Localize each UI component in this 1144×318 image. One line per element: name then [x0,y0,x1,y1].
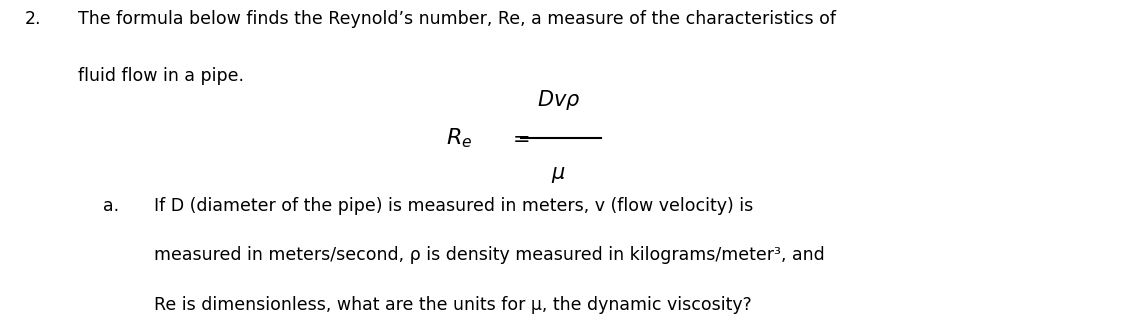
Text: The formula below finds the Reynold’s number, Re, a measure of the characteristi: The formula below finds the Reynold’s nu… [78,10,836,28]
Text: If D (diameter of the pipe) is measured in meters, v (flow velocity) is: If D (diameter of the pipe) is measured … [154,197,754,215]
Text: $Dv\rho$: $Dv\rho$ [537,88,580,112]
Text: measured in meters/second, ρ is density measured in kilograms/meter³, and: measured in meters/second, ρ is density … [154,246,825,265]
Text: fluid flow in a pipe.: fluid flow in a pipe. [78,67,244,85]
Text: a.: a. [103,197,119,215]
Text: $=$: $=$ [508,128,530,148]
Text: 2.: 2. [25,10,41,28]
Text: Re is dimensionless, what are the units for μ, the dynamic viscosity?: Re is dimensionless, what are the units … [154,296,753,314]
Text: $\mu$: $\mu$ [551,165,565,185]
Text: $R_e$: $R_e$ [446,127,472,150]
